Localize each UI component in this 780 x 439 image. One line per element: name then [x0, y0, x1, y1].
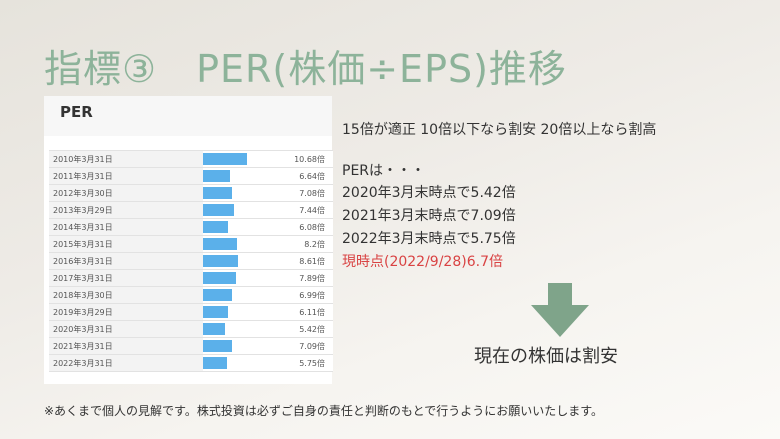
per-row-bar-cell: [203, 184, 267, 202]
per-bar: [203, 221, 228, 233]
per-row-bar-cell: [203, 167, 267, 185]
per-row-value: 6.64倍: [267, 167, 333, 185]
per-row-value: 7.44倍: [267, 201, 333, 219]
per-row-value: 7.08倍: [267, 184, 333, 202]
per-row-value: 8.61倍: [267, 252, 333, 270]
per-row-value: 7.09倍: [267, 337, 333, 355]
per-row-date: 2021年3月31日: [49, 337, 203, 355]
per-row-bar-cell: [203, 286, 267, 304]
slide-title: 指標③ PER(株価÷EPS)推移: [44, 47, 567, 91]
per-row-date: 2020年3月31日: [49, 320, 203, 338]
per-row-value: 6.99倍: [267, 286, 333, 304]
per-row-value: 10.68倍: [267, 150, 333, 168]
per-row-bar-cell: [203, 269, 267, 287]
per-guideline-text: 15倍が適正 10倍以下なら割安 20倍以上なら割高: [342, 122, 657, 138]
per-table-row: 2016年3月31日 8.61倍: [49, 252, 333, 270]
per-table: 2010年3月31日 10.68倍 2011年3月31日 6.64倍 2012年3月30…: [49, 150, 333, 372]
per-bar: [203, 187, 232, 199]
per-panel-title: PER: [60, 103, 93, 121]
per-row-date: 2012年3月30日: [49, 184, 203, 202]
per-row-date: 2011年3月31日: [49, 167, 203, 185]
per-bar: [203, 323, 225, 335]
per-table-row: 2020年3月31日 5.42倍: [49, 320, 333, 338]
per-table-row: 2010年3月31日 10.68倍: [49, 150, 333, 168]
per-row-value: 8.2倍: [267, 235, 333, 253]
per-row-bar-cell: [203, 218, 267, 236]
per-bar: [203, 153, 247, 165]
per-current-text: 現時点(2022/9/28)6.7倍: [342, 254, 503, 270]
per-bar: [203, 238, 237, 250]
per-row-date: 2017年3月31日: [49, 269, 203, 287]
per-table-row: 2018年3月30日 6.99倍: [49, 286, 333, 304]
per-row-date: 2016年3月31日: [49, 252, 203, 270]
per-intro-text: PERは・・・: [342, 163, 426, 179]
per-row-date: 2010年3月31日: [49, 150, 203, 168]
per-row-bar-cell: [203, 320, 267, 338]
per-bar: [203, 255, 238, 267]
per-bar: [203, 357, 227, 369]
per-table-row: 2017年3月31日 7.89倍: [49, 269, 333, 287]
per-table-row: 2014年3月31日 6.08倍: [49, 218, 333, 236]
per-row-value: 7.89倍: [267, 269, 333, 287]
per-row-bar-cell: [203, 303, 267, 321]
disclaimer-text: ※あくまで個人の見解です。株式投資は必ずご自身の責任と判断のもとで行うようにお願…: [44, 404, 604, 418]
per-chart-panel: PER 2010年3月31日 10.68倍 2011年3月31日 6.64倍 2012年…: [44, 96, 333, 384]
per-row-bar-cell: [203, 235, 267, 253]
per-2021-text: 2021年3月末時点で7.09倍: [342, 208, 516, 224]
down-arrow-icon: [531, 283, 589, 337]
per-row-value: 5.42倍: [267, 320, 333, 338]
per-row-value: 5.75倍: [267, 354, 333, 372]
per-bar: [203, 306, 228, 318]
per-bar: [203, 204, 234, 216]
per-row-bar-cell: [203, 150, 267, 168]
per-table-row: 2011年3月31日 6.64倍: [49, 167, 333, 185]
per-2020-text: 2020年3月末時点で5.42倍: [342, 185, 516, 201]
per-row-date: 2015年3月31日: [49, 235, 203, 253]
per-row-date: 2013年3月29日: [49, 201, 203, 219]
per-table-row: 2019年3月29日 6.11倍: [49, 303, 333, 321]
per-panel-header: PER: [44, 96, 332, 136]
per-2022-text: 2022年3月末時点で5.75倍: [342, 231, 516, 247]
per-table-row: 2021年3月31日 7.09倍: [49, 337, 333, 355]
per-row-date: 2018年3月30日: [49, 286, 203, 304]
per-row-bar-cell: [203, 252, 267, 270]
conclusion-text: 現在の株価は割安: [474, 346, 618, 367]
per-bar: [203, 272, 236, 284]
per-row-date: 2019年3月29日: [49, 303, 203, 321]
per-row-date: 2022年3月31日: [49, 354, 203, 372]
per-bar: [203, 289, 232, 301]
per-row-value: 6.08倍: [267, 218, 333, 236]
per-row-bar-cell: [203, 354, 267, 372]
per-row-date: 2014年3月31日: [49, 218, 203, 236]
per-table-row: 2022年3月31日 5.75倍: [49, 354, 333, 372]
per-table-row: 2015年3月31日 8.2倍: [49, 235, 333, 253]
per-bar: [203, 340, 232, 352]
per-table-row: 2012年3月30日 7.08倍: [49, 184, 333, 202]
per-table-row: 2013年3月29日 7.44倍: [49, 201, 333, 219]
per-row-value: 6.11倍: [267, 303, 333, 321]
per-row-bar-cell: [203, 337, 267, 355]
per-bar: [203, 170, 230, 182]
per-row-bar-cell: [203, 201, 267, 219]
